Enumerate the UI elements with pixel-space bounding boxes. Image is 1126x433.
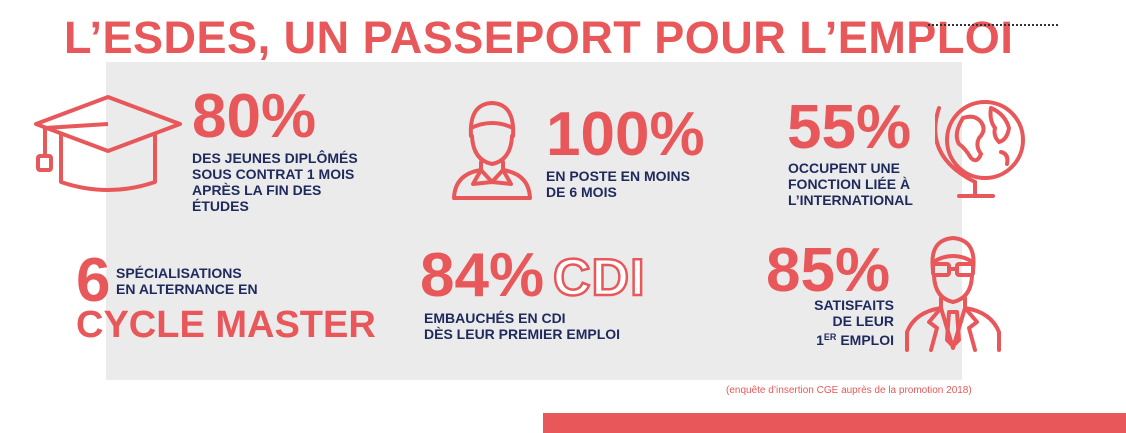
first-number: 1 — [816, 332, 824, 348]
stat-satisfaction-line3: 1ER EMPLOI — [816, 329, 894, 348]
stat-specializations-text: SPÉCIALISATIONS EN ALTERNANCE EN — [116, 265, 258, 297]
emploi-word: EMPLOI — [836, 332, 894, 348]
person-icon — [452, 101, 532, 200]
stat-international-text: OCCUPENT UNE FONCTION LIÉE À L’INTERNATI… — [788, 160, 913, 208]
globe-icon — [935, 100, 1025, 198]
cdi-badge: CDI — [552, 249, 646, 307]
cycle-master-label: CYCLE MASTER — [76, 304, 376, 346]
stat-cdi-value: 84% — [420, 241, 545, 310]
source-note: (enquête d’insertion CGE auprès de la pr… — [726, 385, 972, 396]
stat-satisfaction-value: 85% — [766, 236, 891, 305]
stat-specializations-value: 6 — [76, 246, 111, 315]
footer-accent-bar — [543, 413, 1126, 433]
stat-graduates-text: DES JEUNES DIPLÔMÉS SOUS CONTRAT 1 MOIS … — [192, 150, 358, 214]
stat-employed-text: EN POSTE EN MOINS DE 6 MOIS — [546, 168, 690, 200]
stat-cdi-text: EMBAUCHÉS EN CDI DÈS LEUR PREMIER EMPLOI — [424, 310, 621, 342]
first-superscript: ER — [823, 332, 837, 342]
businessman-icon — [905, 236, 1001, 352]
stat-employed-value: 100% — [546, 100, 705, 169]
stats-panel — [106, 62, 962, 380]
graduation-cap-icon — [34, 95, 182, 192]
title-dotted-line — [928, 20, 1058, 26]
stat-satisfaction-line1: SATISFAITS — [814, 297, 894, 313]
stat-satisfaction-line2: DE LEUR — [832, 313, 894, 329]
stat-graduates-value: 80% — [192, 82, 317, 151]
stat-international-value: 55% — [787, 93, 912, 162]
page-title: L’ESDES, UN PASSEPORT POUR L’EMPLOI — [64, 12, 1014, 63]
